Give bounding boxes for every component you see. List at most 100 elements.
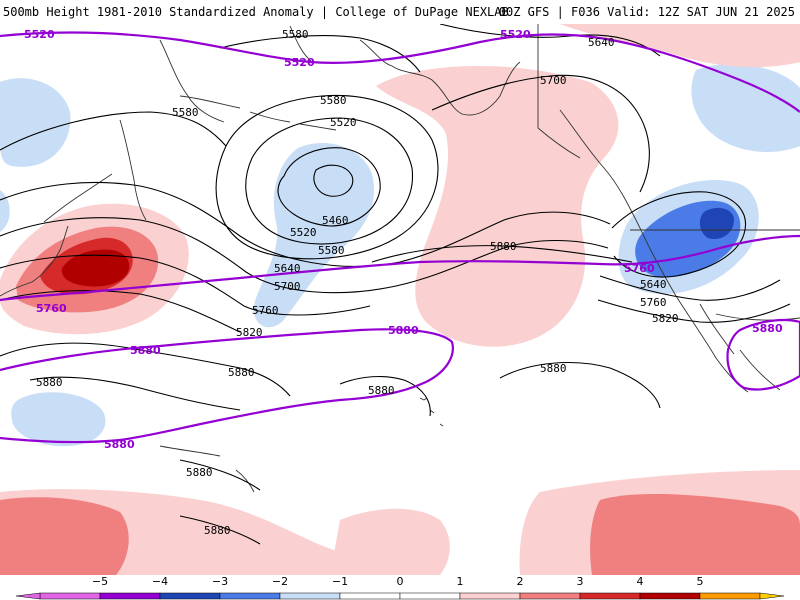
japan-coast bbox=[0, 225, 69, 297]
colorbar-tick-label: −3 bbox=[212, 575, 228, 588]
colorbar-segment bbox=[579, 592, 641, 600]
colorbar-left-arrow bbox=[15, 592, 41, 600]
ref-label-5880-d: 5880 bbox=[752, 322, 783, 335]
map-header: 500mb Height 1981-2010 Standardized Anom… bbox=[0, 0, 800, 24]
label-5580-c: 5580 bbox=[320, 94, 347, 107]
map-title: 500mb Height 1981-2010 Standardized Anom… bbox=[3, 5, 509, 19]
bering-coast-b bbox=[289, 25, 313, 63]
colorbar-right-arrow bbox=[759, 592, 785, 600]
colorbar-tick-label: −1 bbox=[332, 575, 348, 588]
colorbar-tick-label: 5 bbox=[697, 575, 704, 588]
contour-5640-east bbox=[611, 191, 746, 278]
colorbar-tick-label: −2 bbox=[272, 575, 288, 588]
colorbar-tick-label: −5 bbox=[92, 575, 108, 588]
pos-anomaly-central bbox=[376, 65, 619, 347]
label-5460: 5460 bbox=[322, 214, 349, 227]
contour-5880-east bbox=[499, 361, 661, 409]
label-5880-g: 5880 bbox=[204, 524, 231, 537]
colorbar-tick-label: 4 bbox=[637, 575, 644, 588]
label-5580-d: 5580 bbox=[318, 244, 345, 257]
pos-anomaly-w-4 bbox=[61, 249, 130, 287]
label-5880-e: 5880 bbox=[540, 362, 567, 375]
contour-5880-west-b bbox=[29, 376, 241, 411]
ref-label-5760-b: 5760 bbox=[624, 262, 655, 275]
label-5760-a: 5760 bbox=[252, 304, 279, 317]
pos-anomaly-ne bbox=[560, 24, 800, 68]
label-5880-b: 5880 bbox=[228, 366, 255, 379]
colorbar-tick-labels: −5 −4 −3 −2 −1 0 1 2 3 4 5 bbox=[92, 575, 704, 588]
contour-5880-central bbox=[371, 245, 633, 263]
ref-label-5520-b: 5520 bbox=[284, 56, 315, 69]
neg-anomaly-w-edge bbox=[0, 190, 10, 232]
ref-label-5760-a: 5760 bbox=[36, 302, 67, 315]
model-run-info: 00Z GFS | F036 Valid: 12Z SAT JUN 21 202… bbox=[498, 5, 795, 19]
label-5700-b: 5700 bbox=[540, 74, 567, 87]
sw-islands bbox=[159, 445, 255, 493]
label-5580-b: 5580 bbox=[172, 106, 199, 119]
label-5760-b: 5760 bbox=[640, 296, 667, 309]
neg-anomaly-nw bbox=[0, 78, 71, 167]
baja-california bbox=[699, 303, 735, 355]
colorbar-scale bbox=[15, 592, 785, 600]
colorbar-segment bbox=[639, 592, 701, 600]
us-mexico-border bbox=[715, 313, 800, 321]
ref-5520-north bbox=[0, 31, 800, 113]
kuril-islands bbox=[43, 173, 113, 223]
colorbar-segment bbox=[279, 592, 341, 600]
alaska-canada-border bbox=[537, 24, 581, 159]
contour-5580-low bbox=[215, 94, 439, 260]
kamchatka-coast bbox=[119, 119, 147, 221]
label-5820-a: 5820 bbox=[236, 326, 263, 339]
neg-anomaly-east-3 bbox=[699, 207, 734, 240]
colorbar-segment bbox=[699, 592, 761, 600]
colorbar-segment bbox=[519, 592, 581, 600]
colorbar-tick-label: 0 bbox=[397, 575, 404, 588]
neg-anomaly-low bbox=[253, 143, 375, 328]
colorbar-segment bbox=[159, 592, 221, 600]
pos-anomaly-sw-band-2 bbox=[0, 497, 129, 575]
ref-label-5880-c: 5880 bbox=[104, 438, 135, 451]
label-5640-c: 5640 bbox=[640, 278, 667, 291]
label-5520-a: 5520 bbox=[330, 116, 357, 129]
label-5580-a: 5580 bbox=[282, 28, 309, 41]
contour-5760-east bbox=[599, 275, 781, 301]
anomaly-shading bbox=[0, 24, 800, 575]
anomaly-map: 5580 5580 5580 5520 5460 5520 5580 5640 … bbox=[0, 24, 800, 575]
ref-5760-band bbox=[0, 234, 800, 302]
colorbar-tick-label: 2 bbox=[517, 575, 524, 588]
contour-5820-east bbox=[597, 299, 791, 323]
contour-5520-low bbox=[245, 117, 414, 245]
contour-5880-south-b bbox=[179, 515, 261, 545]
colorbar-segment bbox=[339, 592, 401, 600]
contour-5760-low bbox=[0, 254, 371, 316]
ref-label-5520-a: 5520 bbox=[24, 28, 55, 41]
label-5640-b: 5640 bbox=[588, 36, 615, 49]
contour-5460-inner bbox=[313, 164, 354, 197]
label-5880-a: 5880 bbox=[490, 240, 517, 253]
ref-label-5880-a: 5880 bbox=[130, 344, 161, 357]
label-5880-d: 5880 bbox=[368, 384, 395, 397]
colorbar-tick-label: −4 bbox=[152, 575, 168, 588]
colorbar-segment bbox=[99, 592, 161, 600]
label-5700-a: 5700 bbox=[274, 280, 301, 293]
colorbar-segment bbox=[39, 592, 101, 600]
contour-labels: 5580 5580 5580 5520 5460 5520 5580 5640 … bbox=[24, 28, 783, 537]
label-5820-b: 5820 bbox=[652, 312, 679, 325]
anomaly-colorbar: −5 −4 −3 −2 −1 0 1 2 3 4 5 bbox=[15, 575, 785, 600]
colorbar-tick-label: 3 bbox=[577, 575, 584, 588]
colorbar-segment bbox=[459, 592, 521, 600]
contour-5460-low bbox=[277, 147, 381, 227]
colorbar-tick-label: 1 bbox=[457, 575, 464, 588]
label-5880-f: 5880 bbox=[186, 466, 213, 479]
colorbar-segment bbox=[399, 592, 461, 600]
label-5520-b: 5520 bbox=[290, 226, 317, 239]
contour-5880-south bbox=[179, 459, 261, 491]
contour-5580-west bbox=[0, 111, 227, 151]
pos-anomaly-se-band-2 bbox=[590, 493, 800, 575]
label-5880-c: 5880 bbox=[36, 376, 63, 389]
contour-5880-west bbox=[0, 342, 291, 397]
contour-5640-low bbox=[0, 181, 611, 267]
aleutian-islands bbox=[179, 95, 337, 131]
ref-label-5520-c: 5520 bbox=[500, 28, 531, 41]
ref-label-5880-b: 5880 bbox=[388, 324, 419, 337]
